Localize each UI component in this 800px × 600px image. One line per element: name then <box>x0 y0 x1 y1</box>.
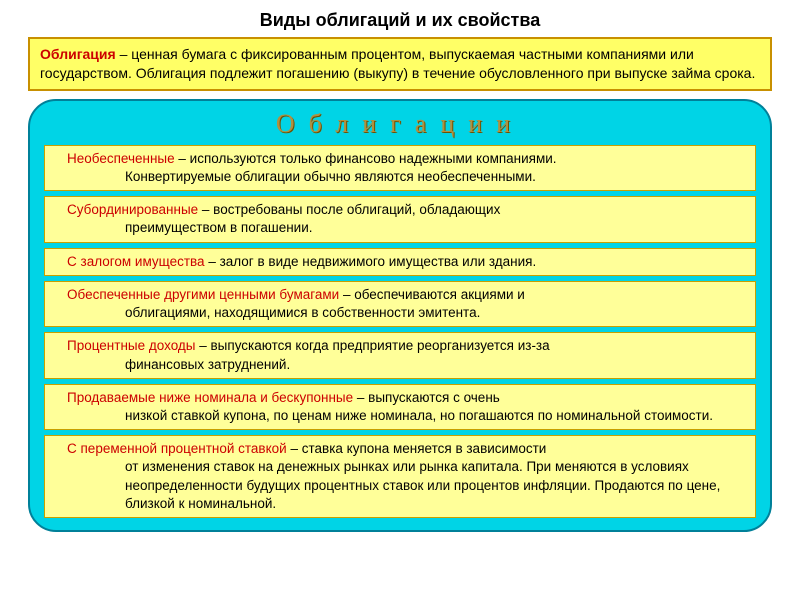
types-panel: Облигации Необеспеченные – используются … <box>28 99 772 532</box>
slide-canvas: Виды облигаций и их свойства Облигация –… <box>0 0 800 600</box>
item-text: – используются только финансово надежным… <box>175 151 557 166</box>
item-cont: низкой ставкой купона, по ценам ниже ном… <box>67 407 745 425</box>
item-term: С залогом имущества <box>67 254 205 269</box>
type-item: Субординированные – востребованы после о… <box>44 196 756 242</box>
item-text: – ставка купона меняется в зависимости <box>287 441 547 456</box>
definition-box: Облигация – ценная бумага с фиксированны… <box>28 37 772 91</box>
panel-header: Облигации <box>44 109 756 139</box>
item-term: Продаваемые ниже номинала и бескупонные <box>67 390 353 405</box>
type-item: Обеспеченные другими ценными бумагами – … <box>44 281 756 327</box>
definition-text: ценная бумага с фиксированным процентом,… <box>40 46 755 81</box>
type-item: С переменной процентной ставкой – ставка… <box>44 435 756 518</box>
type-item: Процентные доходы – выпускаются когда пр… <box>44 332 756 378</box>
item-term: Обеспеченные другими ценными бумагами <box>67 287 339 302</box>
item-cont: от изменения ставок на денежных рынках и… <box>67 458 745 513</box>
type-item: Необеспеченные – используются только фин… <box>44 145 756 191</box>
slide-title: Виды облигаций и их свойства <box>28 10 772 31</box>
item-cont: финансовых затруднений. <box>67 356 745 374</box>
type-item: С залогом имущества – залог в виде недви… <box>44 248 756 276</box>
item-cont: Конвертируемые облигации обычно являются… <box>67 168 745 186</box>
item-cont: облигациями, находящимися в собственност… <box>67 304 745 322</box>
item-cont: преимуществом в погашении. <box>67 219 745 237</box>
definition-dash: – <box>116 46 132 62</box>
item-text: – залог в виде недвижимого имущества или… <box>205 254 537 269</box>
item-term: С переменной процентной ставкой <box>67 441 287 456</box>
item-text: – выпускаются когда предприятие реоргани… <box>196 338 550 353</box>
definition-term: Облигация <box>40 46 116 62</box>
item-text: – обеспечиваются акциями и <box>339 287 525 302</box>
item-term: Субординированные <box>67 202 198 217</box>
item-text: – выпускаются с очень <box>353 390 500 405</box>
item-term: Необеспеченные <box>67 151 175 166</box>
item-term: Процентные доходы <box>67 338 196 353</box>
item-text: – востребованы после облигаций, обладающ… <box>198 202 500 217</box>
type-item: Продаваемые ниже номинала и бескупонные … <box>44 384 756 430</box>
